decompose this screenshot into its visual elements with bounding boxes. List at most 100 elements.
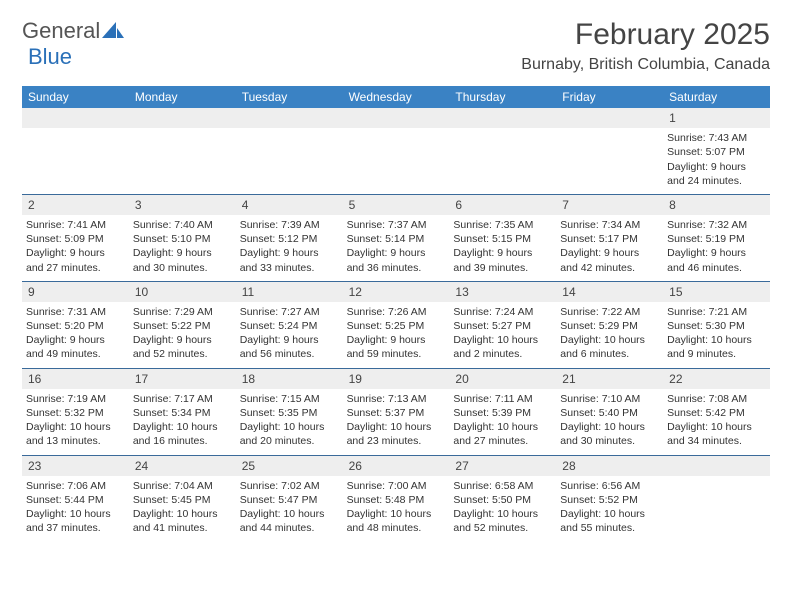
day-details: Sunrise: 7:37 AM Sunset: 5:14 PM Dayligh… xyxy=(347,218,446,275)
calendar-day xyxy=(556,108,663,194)
day-of-week-cell: Monday xyxy=(129,86,236,108)
day-details: Sunrise: 7:15 AM Sunset: 5:35 PM Dayligh… xyxy=(240,392,339,449)
day-number: 21 xyxy=(556,369,663,389)
calendar-day xyxy=(236,108,343,194)
day-details: Sunrise: 7:19 AM Sunset: 5:32 PM Dayligh… xyxy=(26,392,125,449)
day-number: 28 xyxy=(556,456,663,476)
day-number xyxy=(343,108,450,128)
day-details: Sunrise: 7:08 AM Sunset: 5:42 PM Dayligh… xyxy=(667,392,766,449)
calendar-day: 22 Sunrise: 7:08 AM Sunset: 5:42 PM Dayli… xyxy=(663,369,770,455)
calendar-day: 25 Sunrise: 7:02 AM Sunset: 5:47 PM Dayli… xyxy=(236,456,343,542)
calendar-day: 7 Sunrise: 7:34 AM Sunset: 5:17 PM Daylig… xyxy=(556,195,663,281)
day-details: Sunrise: 7:43 AM Sunset: 5:07 PM Dayligh… xyxy=(667,131,766,188)
day-number: 19 xyxy=(343,369,450,389)
day-number: 10 xyxy=(129,282,236,302)
day-details: Sunrise: 6:58 AM Sunset: 5:50 PM Dayligh… xyxy=(453,479,552,536)
calendar-day xyxy=(449,108,556,194)
day-number: 27 xyxy=(449,456,556,476)
day-details: Sunrise: 7:35 AM Sunset: 5:15 PM Dayligh… xyxy=(453,218,552,275)
day-number: 15 xyxy=(663,282,770,302)
day-details: Sunrise: 7:21 AM Sunset: 5:30 PM Dayligh… xyxy=(667,305,766,362)
day-number: 12 xyxy=(343,282,450,302)
day-details: Sunrise: 7:06 AM Sunset: 5:44 PM Dayligh… xyxy=(26,479,125,536)
calendar-day: 9 Sunrise: 7:31 AM Sunset: 5:20 PM Daylig… xyxy=(22,282,129,368)
calendar-day: 5 Sunrise: 7:37 AM Sunset: 5:14 PM Daylig… xyxy=(343,195,450,281)
day-of-week-cell: Friday xyxy=(556,86,663,108)
calendar-day: 15 Sunrise: 7:21 AM Sunset: 5:30 PM Dayli… xyxy=(663,282,770,368)
day-details: Sunrise: 7:27 AM Sunset: 5:24 PM Dayligh… xyxy=(240,305,339,362)
calendar-day: 12 Sunrise: 7:26 AM Sunset: 5:25 PM Dayli… xyxy=(343,282,450,368)
calendar-day xyxy=(22,108,129,194)
day-number: 23 xyxy=(22,456,129,476)
day-number: 1 xyxy=(663,108,770,128)
day-number xyxy=(129,108,236,128)
calendar-day: 1 Sunrise: 7:43 AM Sunset: 5:07 PM Daylig… xyxy=(663,108,770,194)
calendar-day: 28 Sunrise: 6:56 AM Sunset: 5:52 PM Dayli… xyxy=(556,456,663,542)
day-number: 6 xyxy=(449,195,556,215)
day-details: Sunrise: 7:17 AM Sunset: 5:34 PM Dayligh… xyxy=(133,392,232,449)
day-of-week-header: SundayMondayTuesdayWednesdayThursdayFrid… xyxy=(22,86,770,108)
calendar-week: 23 Sunrise: 7:06 AM Sunset: 5:44 PM Dayli… xyxy=(22,456,770,542)
logo: General xyxy=(22,18,124,44)
calendar-day: 18Sunrise: 7:15 AM Sunset: 5:35 PM Dayli… xyxy=(236,369,343,455)
day-number: 20 xyxy=(449,369,556,389)
calendar-day xyxy=(663,456,770,542)
day-number: 14 xyxy=(556,282,663,302)
day-number: 22 xyxy=(663,369,770,389)
day-details: Sunrise: 7:10 AM Sunset: 5:40 PM Dayligh… xyxy=(560,392,659,449)
calendar-day: 6 Sunrise: 7:35 AM Sunset: 5:15 PM Daylig… xyxy=(449,195,556,281)
logo-text-1: General xyxy=(22,18,100,44)
day-number: 13 xyxy=(449,282,556,302)
day-of-week-cell: Wednesday xyxy=(343,86,450,108)
day-number: 26 xyxy=(343,456,450,476)
day-number: 9 xyxy=(22,282,129,302)
calendar-day: 11 Sunrise: 7:27 AM Sunset: 5:24 PM Dayli… xyxy=(236,282,343,368)
calendar-week: 16 Sunrise: 7:19 AM Sunset: 5:32 PM Dayli… xyxy=(22,369,770,456)
calendar-day: 16 Sunrise: 7:19 AM Sunset: 5:32 PM Dayli… xyxy=(22,369,129,455)
logo-text-2: Blue xyxy=(28,44,72,70)
day-details: Sunrise: 7:34 AM Sunset: 5:17 PM Dayligh… xyxy=(560,218,659,275)
day-details: Sunrise: 6:56 AM Sunset: 5:52 PM Dayligh… xyxy=(560,479,659,536)
day-of-week-cell: Sunday xyxy=(22,86,129,108)
title-block: February 2025 Burnaby, British Columbia,… xyxy=(521,18,770,74)
calendar-day: 8Sunrise: 7:32 AM Sunset: 5:19 PM Daylig… xyxy=(663,195,770,281)
day-details: Sunrise: 7:02 AM Sunset: 5:47 PM Dayligh… xyxy=(240,479,339,536)
location: Burnaby, British Columbia, Canada xyxy=(521,56,770,74)
day-number: 7 xyxy=(556,195,663,215)
calendar-day: 14 Sunrise: 7:22 AM Sunset: 5:29 PM Dayli… xyxy=(556,282,663,368)
day-number: 25 xyxy=(236,456,343,476)
day-of-week-cell: Thursday xyxy=(449,86,556,108)
day-details: Sunrise: 7:39 AM Sunset: 5:12 PM Dayligh… xyxy=(240,218,339,275)
day-number xyxy=(556,108,663,128)
day-number: 2 xyxy=(22,195,129,215)
calendar-day: 17Sunrise: 7:17 AM Sunset: 5:34 PM Dayli… xyxy=(129,369,236,455)
day-number xyxy=(449,108,556,128)
calendar-day: 2Sunrise: 7:41 AM Sunset: 5:09 PM Daylig… xyxy=(22,195,129,281)
day-of-week-cell: Saturday xyxy=(663,86,770,108)
calendar-week: 9 Sunrise: 7:31 AM Sunset: 5:20 PM Daylig… xyxy=(22,282,770,369)
day-details: Sunrise: 7:31 AM Sunset: 5:20 PM Dayligh… xyxy=(26,305,125,362)
day-details: Sunrise: 7:24 AM Sunset: 5:27 PM Dayligh… xyxy=(453,305,552,362)
day-number: 4 xyxy=(236,195,343,215)
day-of-week-cell: Tuesday xyxy=(236,86,343,108)
day-number xyxy=(22,108,129,128)
calendar: SundayMondayTuesdayWednesdayThursdayFrid… xyxy=(22,86,770,541)
day-details: Sunrise: 7:26 AM Sunset: 5:25 PM Dayligh… xyxy=(347,305,446,362)
calendar-day: 19Sunrise: 7:13 AM Sunset: 5:37 PM Dayli… xyxy=(343,369,450,455)
day-number xyxy=(663,456,770,476)
day-number: 16 xyxy=(22,369,129,389)
calendar-day: 27 Sunrise: 6:58 AM Sunset: 5:50 PM Dayli… xyxy=(449,456,556,542)
calendar-day xyxy=(129,108,236,194)
month-title: February 2025 xyxy=(521,18,770,52)
calendar-day: 26 Sunrise: 7:00 AM Sunset: 5:48 PM Dayli… xyxy=(343,456,450,542)
calendar-day: 13 Sunrise: 7:24 AM Sunset: 5:27 PM Dayli… xyxy=(449,282,556,368)
day-number xyxy=(236,108,343,128)
day-details: Sunrise: 7:00 AM Sunset: 5:48 PM Dayligh… xyxy=(347,479,446,536)
day-details: Sunrise: 7:11 AM Sunset: 5:39 PM Dayligh… xyxy=(453,392,552,449)
day-number: 5 xyxy=(343,195,450,215)
day-number: 11 xyxy=(236,282,343,302)
day-number: 3 xyxy=(129,195,236,215)
day-number: 8 xyxy=(663,195,770,215)
day-details: Sunrise: 7:22 AM Sunset: 5:29 PM Dayligh… xyxy=(560,305,659,362)
calendar-day: 24Sunrise: 7:04 AM Sunset: 5:45 PM Dayli… xyxy=(129,456,236,542)
